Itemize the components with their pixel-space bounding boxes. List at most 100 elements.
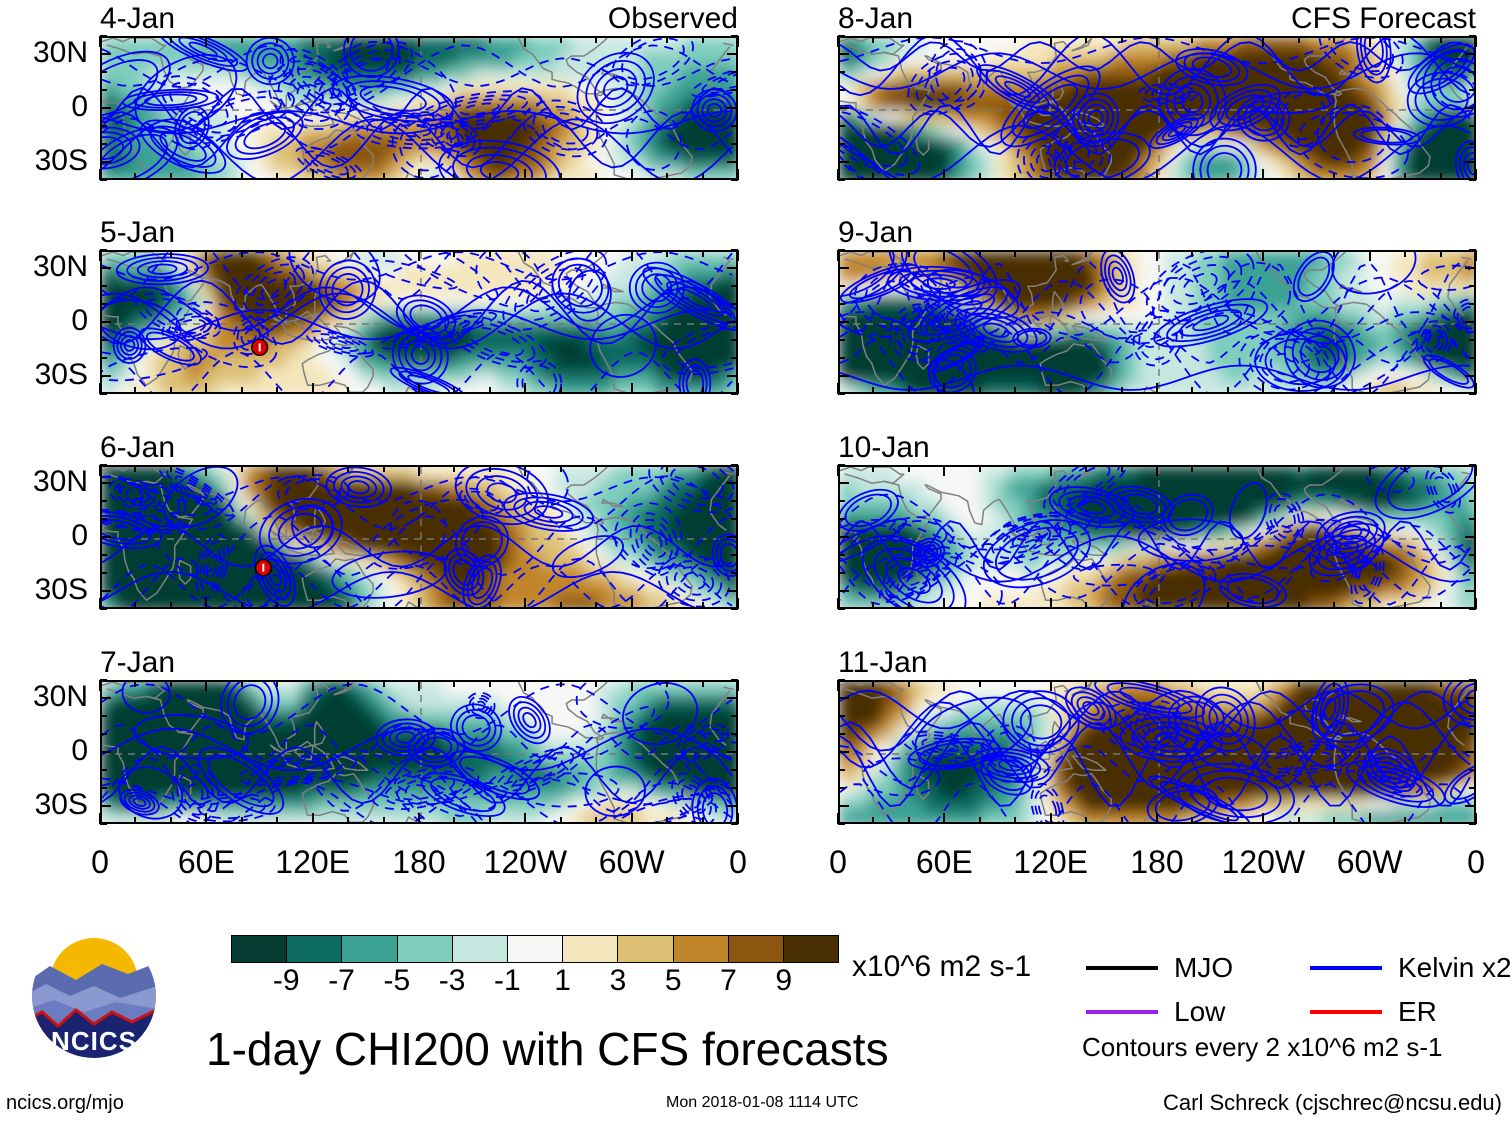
x-axis-tick	[347, 465, 350, 472]
x-axis-tick	[1368, 598, 1371, 609]
x-axis-tick	[559, 602, 562, 609]
ncics-logo	[32, 934, 156, 1058]
x-axis-tick	[1049, 169, 1052, 180]
y-axis-tick	[727, 375, 738, 377]
y-axis-label: 30N	[32, 465, 88, 498]
x-axis-tick	[1156, 813, 1158, 824]
x-axis-tick	[1085, 36, 1088, 43]
x-axis-tick	[99, 383, 101, 394]
x-axis-tick	[837, 169, 839, 180]
y-axis-label: 30N	[32, 36, 88, 69]
x-axis-tick	[1014, 387, 1017, 394]
colorbar-swatch	[617, 936, 673, 962]
x-axis-tick	[630, 383, 633, 394]
x-axis-tick	[134, 817, 137, 824]
x-axis-tick	[134, 602, 137, 609]
x-axis-tick	[1297, 250, 1300, 257]
x-axis-tick	[978, 465, 981, 472]
x-axis-tick	[1262, 680, 1265, 691]
tc-marker	[254, 559, 272, 577]
y-axis-label: 30S	[34, 573, 88, 606]
x-axis-tick	[453, 465, 456, 472]
y-axis-tick	[1469, 357, 1476, 359]
y-axis-tick	[100, 35, 107, 37]
y-axis-tick	[100, 697, 111, 699]
x-axis-tick	[559, 250, 562, 257]
y-axis-tick	[731, 608, 738, 610]
x-axis-tick	[240, 387, 243, 394]
x-axis-tick	[276, 173, 279, 180]
colorbar	[231, 935, 839, 963]
y-axis-tick	[1465, 805, 1476, 807]
y-axis-tick	[838, 357, 845, 359]
colorbar-swatch	[232, 936, 287, 962]
x-axis-tick	[382, 817, 385, 824]
x-axis-tick	[1475, 813, 1477, 824]
x-axis-tick	[382, 680, 385, 687]
x-axis-tick	[1049, 680, 1052, 691]
y-axis-tick	[838, 464, 845, 466]
legend-item-mjo: MJO	[1086, 952, 1233, 984]
x-axis-tick	[630, 169, 633, 180]
x-axis-tick	[1085, 250, 1088, 257]
y-axis-tick	[100, 321, 111, 323]
x-axis-tick	[488, 387, 491, 394]
colorbar-tick-label: 5	[664, 964, 682, 997]
x-axis-tick	[907, 817, 910, 824]
y-axis-tick	[1469, 125, 1476, 127]
panel-date-label: 5-Jan	[100, 216, 176, 249]
map-panel-4-jan: 4-Jan Observed 30N 0 30S	[33, 4, 739, 181]
x-axis-tick	[418, 383, 420, 394]
x-axis-tick	[99, 169, 101, 180]
y-axis-tick	[838, 805, 849, 807]
x-axis-tick	[595, 250, 598, 257]
x-axis-tick	[595, 465, 598, 472]
x-axis-tick	[524, 383, 527, 394]
y-axis-tick	[100, 464, 107, 466]
y-axis-tick	[1469, 500, 1476, 502]
x-axis-tick	[205, 813, 208, 824]
legend-line-swatch	[1310, 1010, 1382, 1014]
x-axis-tick	[1368, 465, 1371, 476]
x-axis-tick	[1404, 680, 1407, 687]
y-axis-tick	[100, 357, 107, 359]
colorbar-tick-label: 3	[609, 964, 627, 997]
y-axis-tick	[727, 536, 738, 538]
map-panel-5-jan: 5-Jan 30N 0 30S	[33, 218, 739, 395]
legend-line-swatch	[1086, 966, 1158, 970]
map-body	[838, 250, 1476, 394]
y-axis-tick	[838, 769, 845, 771]
x-axis-tick	[907, 465, 910, 472]
x-axis-tick	[666, 36, 669, 43]
x-axis-tick	[943, 680, 946, 691]
x-axis-tick	[1120, 465, 1123, 472]
map-body	[100, 680, 738, 824]
x-axis-tick	[1475, 169, 1477, 180]
y-axis-tick	[1469, 554, 1476, 556]
y-axis-tick	[1469, 715, 1476, 717]
x-axis-tick	[418, 813, 420, 824]
x-axis-tick	[1156, 465, 1158, 476]
y-axis-tick	[838, 393, 845, 395]
x-axis-tick	[1226, 173, 1229, 180]
x-axis-tick	[666, 250, 669, 257]
x-axis-tick	[907, 602, 910, 609]
x-axis-tick	[418, 250, 420, 261]
x-axis-tick	[1049, 383, 1052, 394]
x-axis-tick	[488, 36, 491, 43]
x-axis-tick	[1085, 465, 1088, 472]
y-axis-label: 0	[71, 519, 88, 552]
legend-item-low: Low	[1086, 996, 1225, 1028]
y-axis-tick	[100, 285, 107, 287]
y-axis-tick	[731, 339, 738, 341]
x-axis-tick	[907, 173, 910, 180]
y-axis-label: 0	[71, 90, 88, 123]
x-axis-tick	[666, 387, 669, 394]
x-axis-tick	[1439, 680, 1442, 687]
x-axis-tick	[978, 173, 981, 180]
x-axis-tick	[347, 817, 350, 824]
y-axis-tick	[100, 608, 107, 610]
x-axis-tick	[978, 36, 981, 43]
x-axis-tick	[1439, 602, 1442, 609]
x-axis-tick	[1049, 250, 1052, 261]
